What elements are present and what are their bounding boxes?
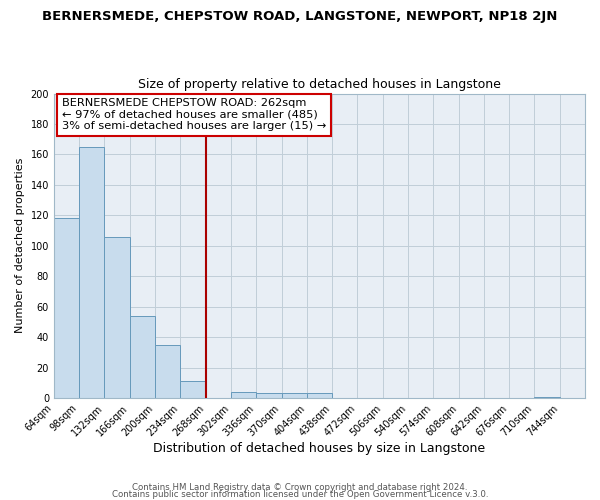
Bar: [307, 394, 332, 398]
Text: Contains public sector information licensed under the Open Government Licence v.: Contains public sector information licen…: [112, 490, 488, 499]
Text: Contains HM Land Registry data © Crown copyright and database right 2024.: Contains HM Land Registry data © Crown c…: [132, 484, 468, 492]
Bar: [281, 394, 307, 398]
Bar: [130, 316, 155, 398]
Bar: [155, 345, 181, 398]
Bar: [104, 236, 130, 398]
Bar: [535, 396, 560, 398]
Bar: [79, 147, 104, 398]
Title: Size of property relative to detached houses in Langstone: Size of property relative to detached ho…: [138, 78, 501, 91]
Bar: [181, 382, 206, 398]
Bar: [54, 218, 79, 398]
Y-axis label: Number of detached properties: Number of detached properties: [15, 158, 25, 334]
Bar: [256, 394, 281, 398]
Text: BERNERSMEDE CHEPSTOW ROAD: 262sqm
← 97% of detached houses are smaller (485)
3% : BERNERSMEDE CHEPSTOW ROAD: 262sqm ← 97% …: [62, 98, 326, 132]
Text: BERNERSMEDE, CHEPSTOW ROAD, LANGSTONE, NEWPORT, NP18 2JN: BERNERSMEDE, CHEPSTOW ROAD, LANGSTONE, N…: [43, 10, 557, 23]
X-axis label: Distribution of detached houses by size in Langstone: Distribution of detached houses by size …: [154, 442, 485, 455]
Bar: [231, 392, 256, 398]
